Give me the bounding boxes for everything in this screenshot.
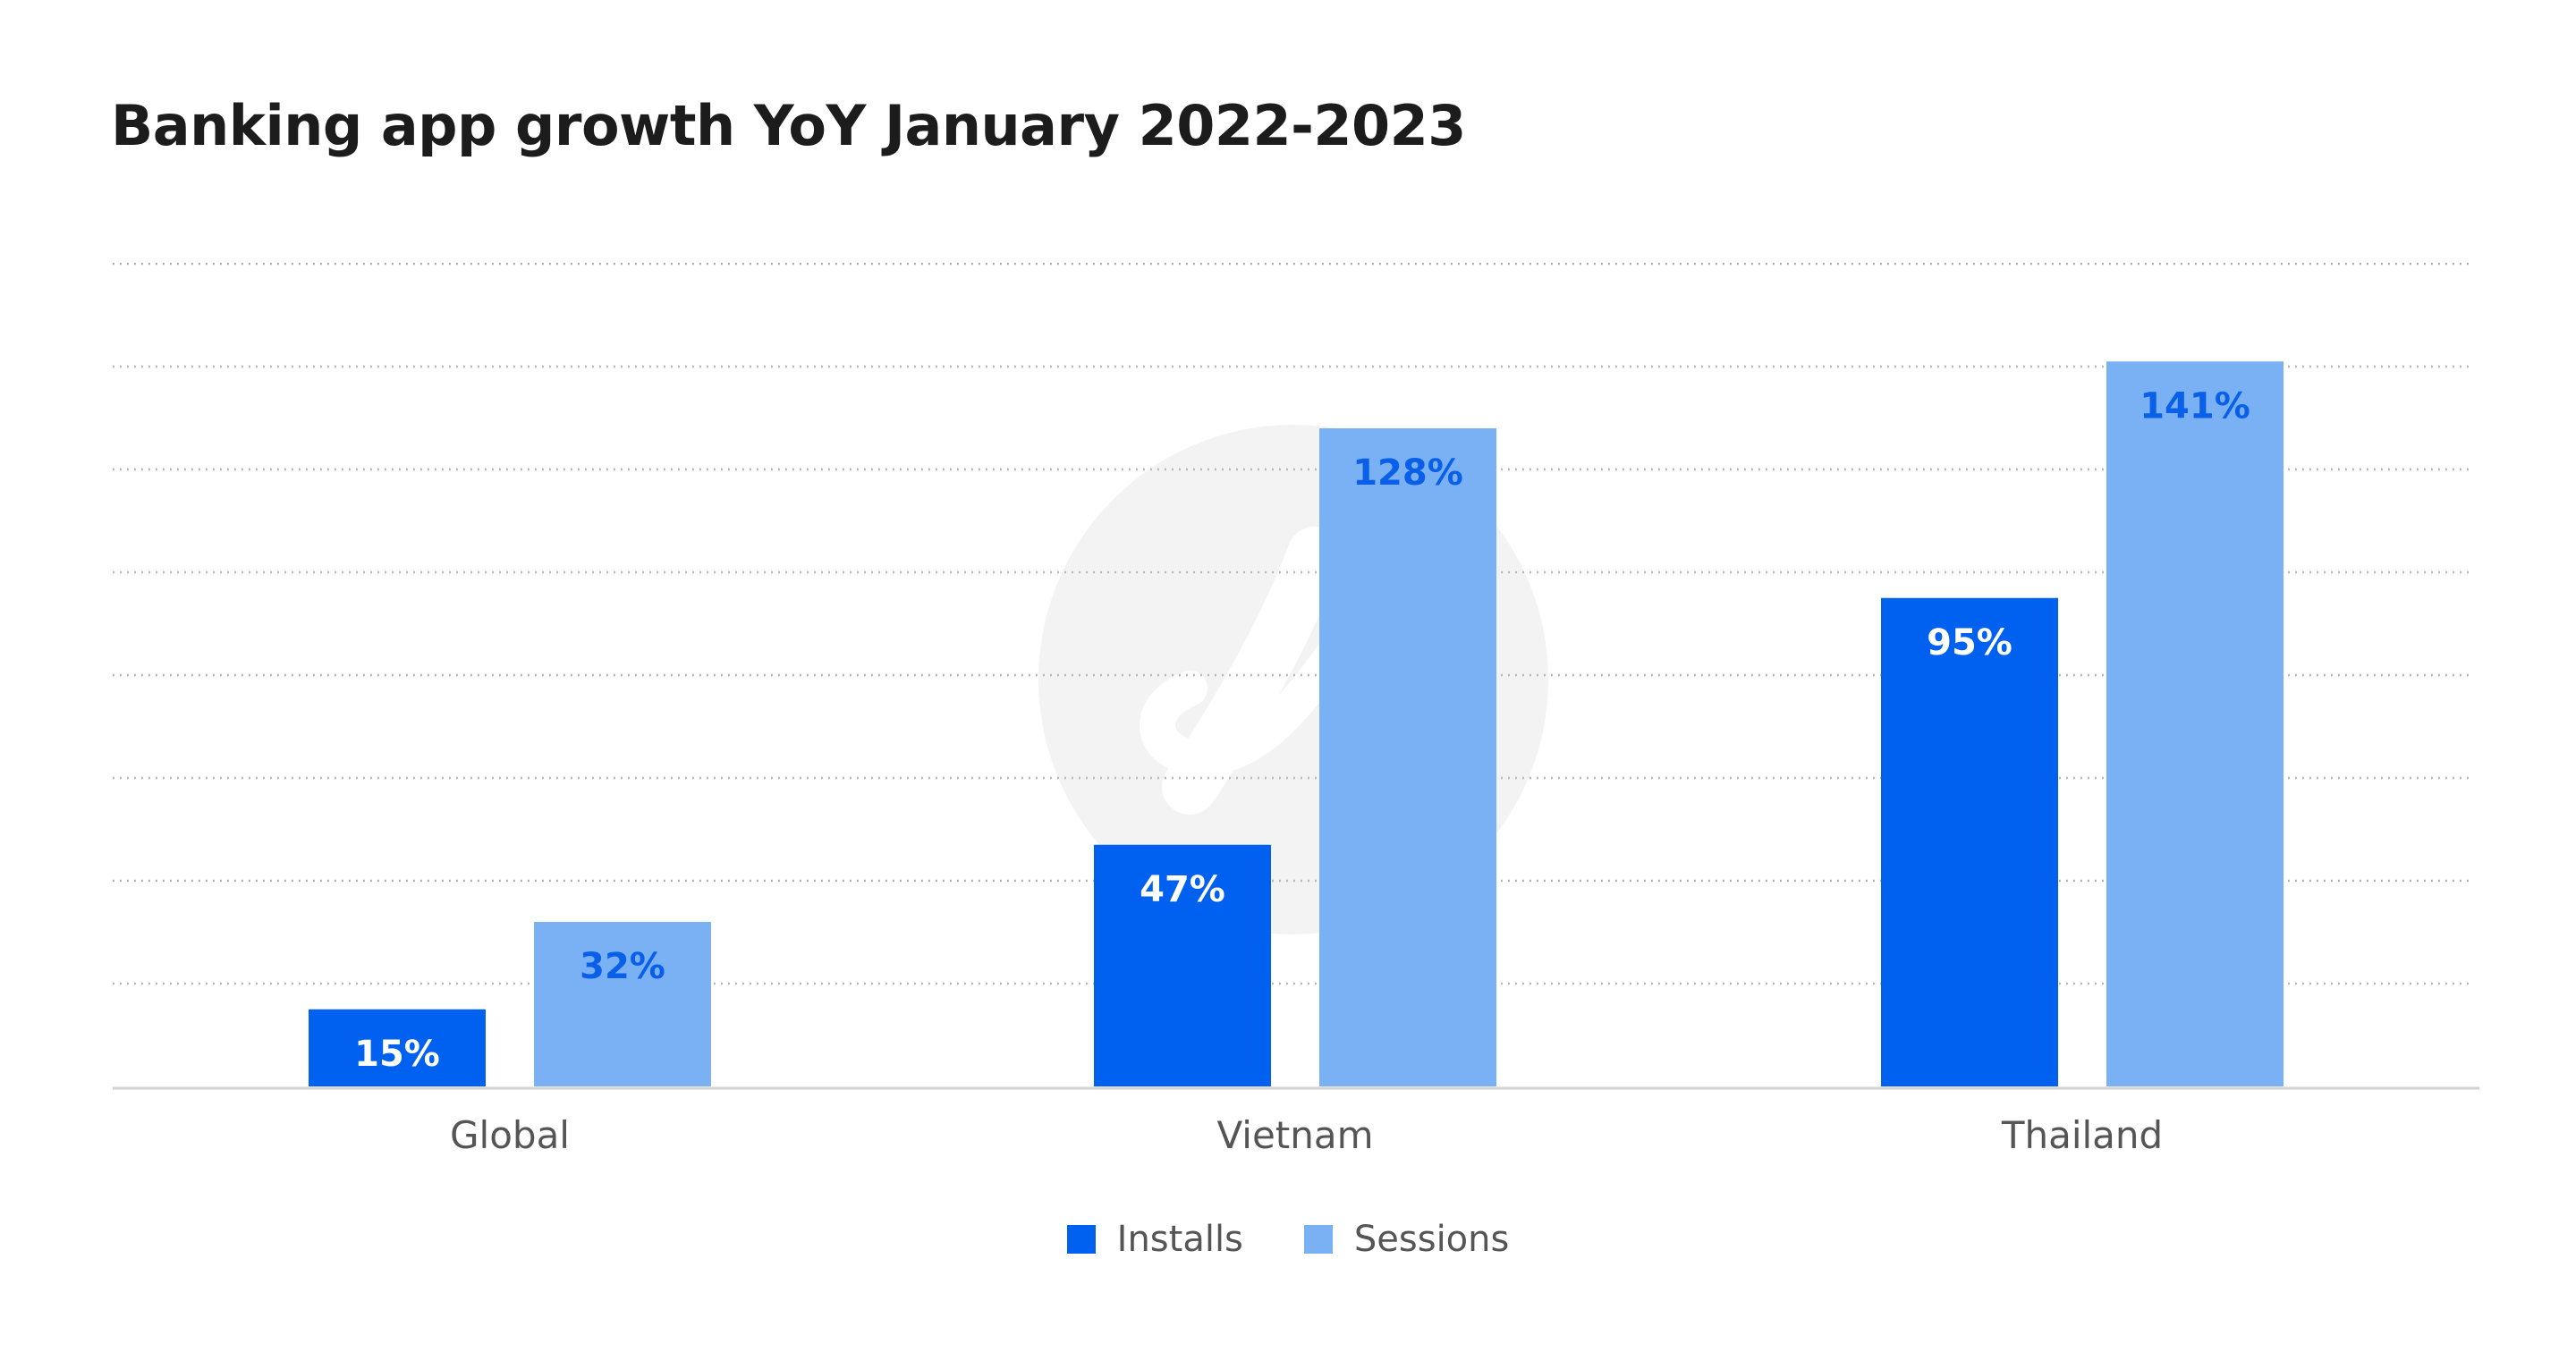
data-label-installs-global: 15% <box>354 1034 440 1075</box>
x-tick-label-global: Global <box>450 1113 570 1157</box>
data-label-sessions-thailand: 141% <box>2140 385 2250 427</box>
bar-installs-thailand <box>1881 597 2058 1086</box>
legend-label-installs: Installs <box>1116 1219 1243 1260</box>
legend-swatch-sessions <box>1303 1225 1333 1254</box>
data-label-installs-vietnam: 47% <box>1140 869 1225 910</box>
bar-labels-group: 15% 32% 47% 128% 95% 141% <box>354 385 2250 1075</box>
legend: Installs Sessions <box>0 1219 2576 1260</box>
bars-group <box>309 361 2284 1086</box>
x-tick-label-vietnam: Vietnam <box>1216 1113 1373 1157</box>
bar-sessions-vietnam <box>1319 428 1496 1086</box>
bar-installs-vietnam <box>1094 844 1271 1086</box>
chart-title: Banking app growth YoY January 2022-2023 <box>111 93 1466 158</box>
data-label-installs-thailand: 95% <box>1927 622 2012 663</box>
x-axis-ticks: Global Vietnam Thailand <box>450 1113 2163 1157</box>
legend-item-sessions: Sessions <box>1303 1219 1510 1260</box>
legend-item-installs: Installs <box>1066 1219 1243 1260</box>
bar-sessions-global <box>534 922 711 1086</box>
x-tick-label-thailand: Thailand <box>2001 1113 2163 1157</box>
bar-installs-global <box>309 1009 486 1086</box>
data-label-sessions-global: 32% <box>580 946 665 987</box>
legend-label-sessions: Sessions <box>1353 1219 1510 1260</box>
data-label-sessions-vietnam: 128% <box>1352 452 1463 494</box>
legend-swatch-installs <box>1066 1225 1096 1254</box>
bar-sessions-thailand <box>2106 361 2284 1086</box>
